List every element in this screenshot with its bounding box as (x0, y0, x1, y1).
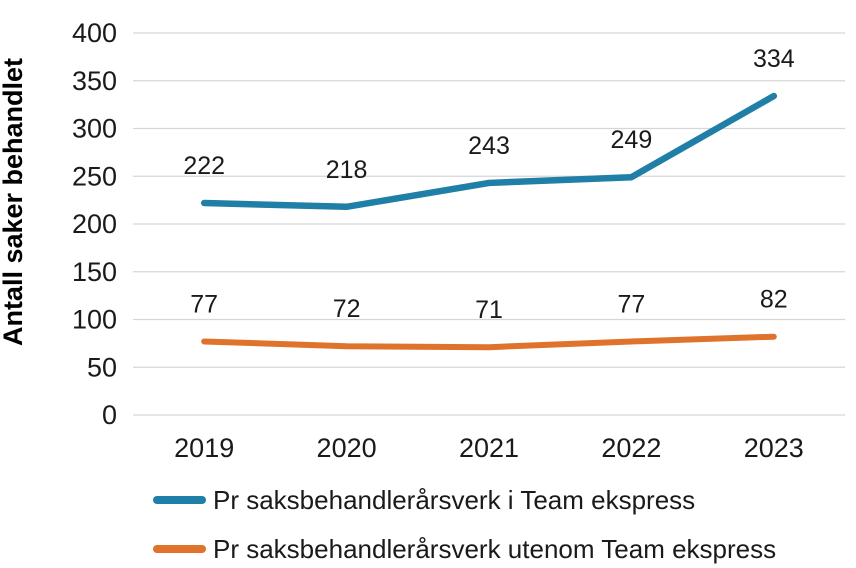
legend-swatch-blue-line-icon (153, 495, 206, 504)
data-label: 243 (468, 132, 510, 160)
y-tick-label: 150 (72, 257, 117, 287)
data-label: 72 (333, 295, 361, 323)
y-tick-label: 250 (72, 161, 117, 191)
data-label: 77 (617, 290, 645, 318)
x-tick-label: 2019 (174, 433, 234, 463)
series-line-1 (201, 333, 777, 351)
y-tick-label: 100 (72, 305, 117, 335)
y-tick-label: 300 (72, 114, 117, 144)
data-label: 249 (611, 126, 653, 154)
x-tick-label: 2022 (601, 433, 661, 463)
y-tick-label: 350 (72, 66, 117, 96)
x-tick-label: 2021 (459, 433, 519, 463)
legend: Pr saksbehandlerårsverk i Team ekspress … (153, 481, 776, 568)
legend-label-utenom-team-ekspress: Pr saksbehandlerårsverk utenom Team eksp… (213, 533, 777, 564)
data-label: 77 (190, 290, 218, 318)
data-label: 222 (183, 152, 225, 180)
y-tick-label: 50 (87, 352, 117, 382)
data-label: 218 (326, 156, 368, 184)
legend-item-utenom-team-ekspress: Pr saksbehandlerårsverk utenom Team eksp… (153, 530, 776, 567)
legend-item-team-ekspress: Pr saksbehandlerårsverk i Team ekspress (153, 481, 776, 518)
legend-swatch-orange-line-icon (153, 544, 206, 553)
x-tick-label: 2023 (744, 433, 804, 463)
y-axis-title: Antall saker behandlet (0, 58, 28, 346)
y-tick-label: 0 (102, 400, 117, 430)
y-tick-label: 400 (72, 18, 117, 48)
y-tick-label: 200 (72, 209, 117, 239)
x-tick-label: 2020 (317, 433, 377, 463)
data-label: 71 (475, 296, 503, 324)
data-label: 334 (753, 45, 795, 73)
series-line-0 (200, 92, 778, 211)
legend-label-team-ekspress: Pr saksbehandlerårsverk i Team ekspress (213, 484, 696, 515)
data-label: 82 (760, 286, 788, 314)
